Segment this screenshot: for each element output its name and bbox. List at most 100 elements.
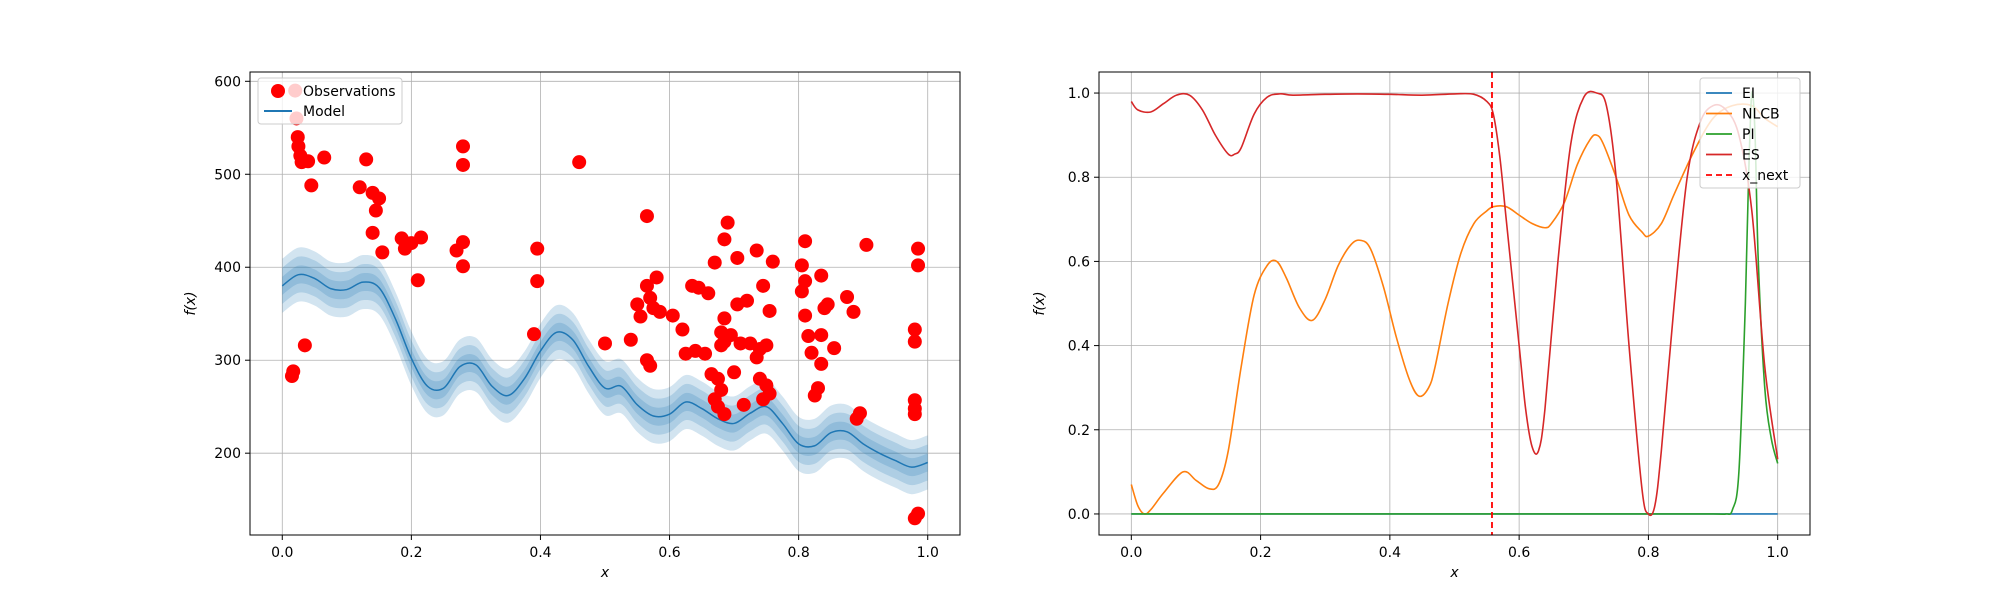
y-tick-label: 300 <box>214 353 241 369</box>
es-line <box>1130 90 1779 517</box>
x-tick-label: 1.0 <box>917 545 939 561</box>
observation-point <box>798 308 813 323</box>
y-tick-label: 0.0 <box>1068 507 1090 523</box>
y-tick-label: 0.8 <box>1068 170 1090 186</box>
observation-point <box>859 237 874 252</box>
observation-point <box>365 225 380 240</box>
pi-line <box>1131 90 1779 516</box>
right-panel: 0.0 0.2 0.4 0.6 0.8 1.0 0.0 0.2 0.4 0.6 0.8 1.0 x f… <box>1032 71 1811 581</box>
axes-frame <box>1098 71 1811 536</box>
x-tick-label: 0.4 <box>529 545 551 561</box>
x-tick-label: 0.8 <box>788 545 810 561</box>
legend-es-label: ES <box>1742 148 1760 164</box>
right-axes: 0.0 0.2 0.4 0.6 0.8 1.0 0.0 0.2 0.4 0.6 0.8 1.0 <box>1068 71 1811 561</box>
observation-point <box>740 293 754 308</box>
observation-point <box>375 245 390 260</box>
observation-point <box>643 358 658 373</box>
legend-observations-label: Observations <box>303 84 396 100</box>
x-tick-label: 0.0 <box>1120 545 1142 561</box>
observation-point <box>372 191 387 206</box>
left-panel: 0.0 0.2 0.4 0.6 0.8 1.0 200 300 400 500 600 x f(x)… <box>183 71 961 581</box>
observation-point <box>794 258 809 273</box>
observation-point <box>530 241 545 256</box>
observation-point <box>649 270 664 285</box>
left-x-axis-label: x <box>600 565 610 581</box>
observation-point <box>730 250 745 265</box>
observation-point <box>762 303 777 318</box>
observation-point <box>317 150 332 165</box>
observation-point <box>814 356 829 371</box>
observation-point <box>717 232 732 247</box>
model-mean-line <box>281 273 928 468</box>
y-tick-label: 200 <box>214 446 241 462</box>
observation-point <box>414 230 429 245</box>
observation-point <box>639 278 654 293</box>
y-tick-label: 500 <box>214 167 241 183</box>
observation-point <box>639 209 654 224</box>
observation-point <box>714 382 729 397</box>
x-tick-label: 1.0 <box>1767 545 1789 561</box>
legend-observations-marker <box>271 84 285 98</box>
observation-point <box>410 273 425 288</box>
y-tick-label: 1.0 <box>1068 86 1090 102</box>
right-x-axis-label: x <box>1449 565 1459 581</box>
x-tick-label: 0.6 <box>1508 545 1530 561</box>
legend-ei-label: EI <box>1742 86 1755 102</box>
left-legend: Observations Model <box>257 77 403 125</box>
observation-point <box>456 139 470 154</box>
observation-point <box>633 309 648 324</box>
observation-point <box>811 381 825 396</box>
left-axes: 0.0 0.2 0.4 0.6 0.8 1.0 200 300 400 500 600 <box>214 71 961 561</box>
observation-point <box>701 286 716 301</box>
observation-point <box>907 407 922 422</box>
observation-point <box>907 334 922 349</box>
observation-point <box>665 308 680 323</box>
left-y-axis-label: f(x) <box>183 291 199 315</box>
observation-point <box>827 341 842 356</box>
observation-point <box>359 152 374 167</box>
observation-point <box>756 278 771 293</box>
model-line-group <box>281 273 928 468</box>
observation-point <box>801 329 816 344</box>
observation-point <box>352 180 367 195</box>
legend-box <box>1699 77 1801 189</box>
x-tick-label: 0.2 <box>400 545 422 561</box>
observation-point <box>707 255 722 270</box>
model-bands <box>282 247 928 495</box>
y-tick-label: 0.2 <box>1068 423 1090 439</box>
legend-x-next-label: x_next <box>1742 168 1789 184</box>
y-tick-label: 0.6 <box>1068 254 1090 270</box>
observation-point <box>630 297 645 312</box>
observation-point <box>840 289 855 304</box>
model-band-2sigma <box>282 256 928 486</box>
x-tick-label: 0.8 <box>1637 545 1659 561</box>
legend-box <box>257 77 403 125</box>
observation-point <box>304 178 319 193</box>
observation-point <box>286 364 301 379</box>
observation-point <box>749 243 764 258</box>
observation-point <box>759 338 774 353</box>
observation-point <box>765 254 780 269</box>
observation-point <box>814 328 829 343</box>
observation-point <box>798 274 813 289</box>
y-tick-label: 400 <box>214 260 241 276</box>
observation-point <box>698 346 713 361</box>
observation-point <box>456 157 470 172</box>
x-tick-label: 0.0 <box>271 545 293 561</box>
observation-point <box>911 241 926 256</box>
x-tick-label: 0.4 <box>1379 545 1401 561</box>
observation-point <box>820 297 835 312</box>
observation-point <box>736 397 751 412</box>
left-grid <box>250 72 960 535</box>
observation-point <box>710 371 725 386</box>
observation-point <box>911 506 926 521</box>
observation-point <box>598 336 612 351</box>
observation-point <box>733 336 748 351</box>
axes-frame <box>249 71 961 536</box>
observation-point <box>297 338 312 353</box>
observation-point <box>798 234 813 249</box>
nlcb-line <box>1130 103 1779 515</box>
observation-point <box>720 215 735 230</box>
observation-point <box>456 259 470 274</box>
